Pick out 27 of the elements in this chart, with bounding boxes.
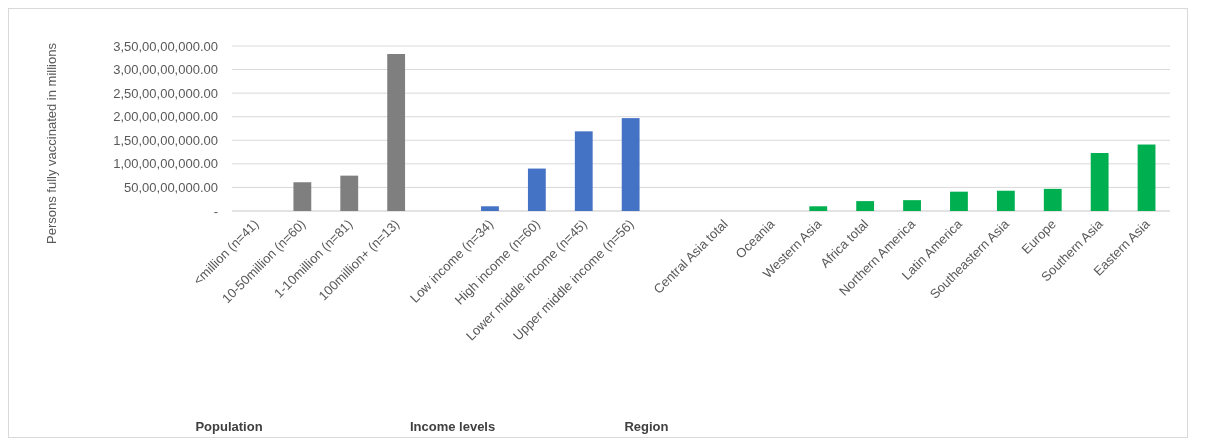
bar (574, 131, 593, 211)
bar (1043, 188, 1062, 211)
y-tick-label: 2,50,00,00,000.00 (113, 85, 218, 101)
bar (809, 206, 828, 211)
bar (340, 175, 359, 211)
bar (387, 54, 406, 211)
y-tick-label: 50,00,00,000.00 (124, 179, 218, 195)
y-tick-label: 1,50,00,00,000.00 (113, 132, 218, 148)
y-tick-label: 3,50,00,00,000.00 (113, 38, 218, 54)
bar (856, 201, 875, 211)
bar (621, 118, 640, 211)
text: Income levels (409, 419, 496, 434)
y-axis-title: Persons fully vaccinated in millions (44, 42, 59, 244)
y-tick-label: 2,00,00,00,000.00 (113, 109, 218, 125)
bar (1137, 144, 1156, 211)
bar (293, 182, 312, 211)
bar (950, 191, 968, 211)
y-tick-label: 3,00,00,00,000.00 (113, 62, 218, 78)
text: Region (624, 419, 669, 434)
bar (996, 190, 1015, 211)
bar (1090, 153, 1109, 211)
text: Population (195, 419, 263, 434)
bar (527, 168, 546, 211)
bar (481, 206, 499, 211)
y-tick-label: - (213, 203, 218, 219)
y-tick-label: 1,00,00,00,000.00 (113, 156, 218, 172)
bar (903, 200, 921, 211)
